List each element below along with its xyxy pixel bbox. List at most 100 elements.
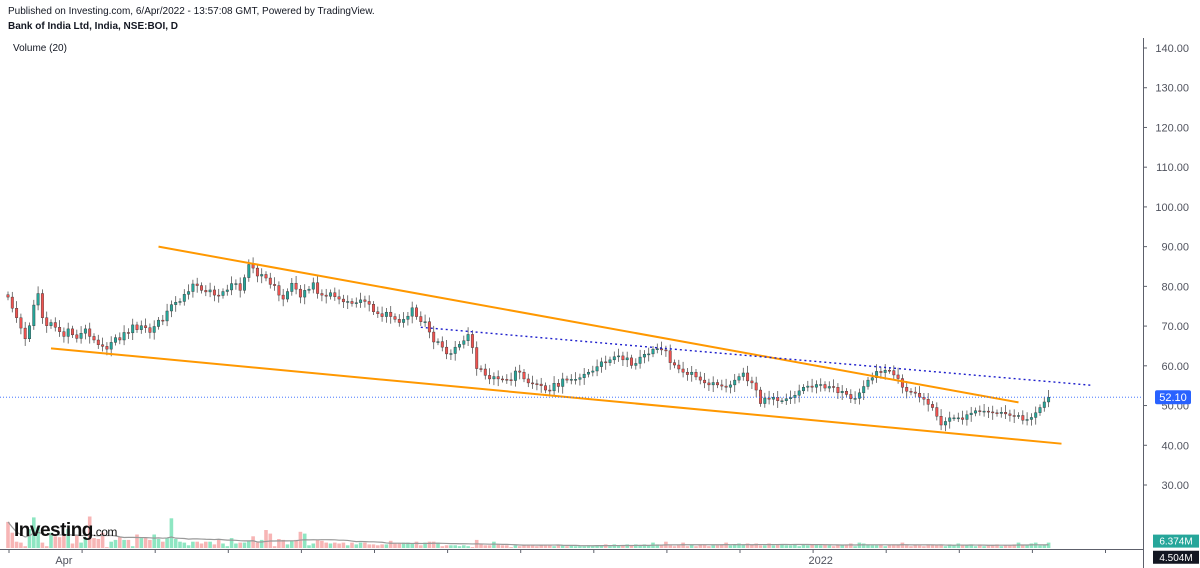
candle (939, 416, 943, 426)
candle (165, 310, 169, 322)
candle (1042, 401, 1046, 408)
candle (724, 385, 728, 388)
volume-bar (1021, 545, 1025, 548)
candle (311, 282, 315, 290)
volume-bar (745, 543, 750, 548)
candle (681, 368, 685, 373)
candle (978, 410, 982, 412)
candle (638, 356, 642, 364)
volume-bar (668, 545, 672, 548)
candle (19, 317, 23, 329)
candle (1008, 413, 1012, 416)
volume-bar (887, 545, 892, 548)
volume-bar (10, 532, 15, 548)
volume-bar (702, 544, 707, 548)
candle (415, 307, 418, 317)
candle (522, 371, 526, 380)
volume-bar (659, 545, 664, 548)
volume-bar (612, 544, 617, 548)
volume-bar (599, 545, 604, 548)
candle (509, 379, 513, 381)
volume-bar (371, 544, 376, 548)
volume-bar (595, 545, 599, 548)
candle (157, 319, 160, 327)
candle (832, 386, 836, 388)
time-tick-label: Apr (55, 555, 72, 567)
volume-bar (565, 546, 569, 548)
candle (1047, 397, 1051, 403)
candle (1017, 415, 1020, 417)
candle (277, 285, 281, 296)
volume-bar (810, 544, 814, 548)
volume-bar (272, 546, 277, 548)
candle (496, 376, 500, 380)
volume-bar (208, 541, 212, 548)
volume-bar (333, 542, 337, 548)
volume-bar (66, 529, 70, 548)
volume-bar (831, 546, 836, 548)
volume-bar (548, 545, 552, 548)
candle (376, 311, 380, 314)
candle (350, 301, 354, 304)
candle (526, 378, 530, 384)
volume-bar (354, 544, 359, 548)
price-tick-label: 30.00 (1161, 480, 1189, 492)
volume-bar (384, 544, 389, 548)
volume-bar (655, 544, 660, 548)
volume-bar (616, 545, 621, 548)
volume-bar (23, 546, 27, 548)
volume-bar (806, 545, 810, 548)
candle (746, 372, 750, 382)
candle (488, 375, 492, 380)
candle (243, 277, 246, 291)
candle (642, 354, 646, 358)
volume-bar (285, 544, 290, 548)
candle (896, 374, 900, 379)
volume-bar (96, 539, 101, 548)
candle (247, 264, 251, 278)
volume-bar (754, 543, 758, 548)
candle (677, 364, 681, 370)
candle (230, 283, 234, 291)
volume-bar (698, 544, 703, 548)
candle (582, 373, 586, 378)
volume-bar (315, 539, 320, 548)
volume-bar (6, 521, 10, 548)
candle (617, 355, 621, 358)
candle (152, 326, 156, 333)
candle (49, 322, 53, 326)
candle (419, 316, 423, 322)
candle (483, 368, 487, 376)
volume-value-label: 6.374M (1159, 537, 1192, 548)
candle (883, 369, 887, 373)
candle (255, 267, 259, 277)
candle (6, 294, 10, 298)
candle (741, 372, 745, 377)
candle (363, 299, 367, 302)
price-tick-label: 60.00 (1161, 361, 1189, 373)
candle (806, 385, 810, 388)
candle (114, 337, 117, 343)
candle (182, 294, 186, 302)
volume-bar (556, 545, 561, 548)
candle (621, 355, 625, 361)
volume-bar (367, 544, 371, 548)
volume-bar (311, 543, 316, 548)
candle (552, 383, 556, 392)
volume-bar (57, 537, 62, 548)
candle (965, 414, 969, 420)
candle (148, 327, 152, 333)
candle (647, 353, 651, 356)
volume-bar (741, 544, 746, 548)
volume-bar (552, 546, 556, 548)
volume-bar (879, 544, 883, 548)
candle (238, 283, 242, 291)
candle (991, 411, 995, 414)
volume-bar (737, 543, 741, 548)
volume-bar (539, 545, 543, 548)
candle (879, 371, 883, 373)
volume-ma-line (7, 521, 1049, 547)
candle (776, 397, 780, 401)
lower-trendline (50, 347, 1062, 445)
